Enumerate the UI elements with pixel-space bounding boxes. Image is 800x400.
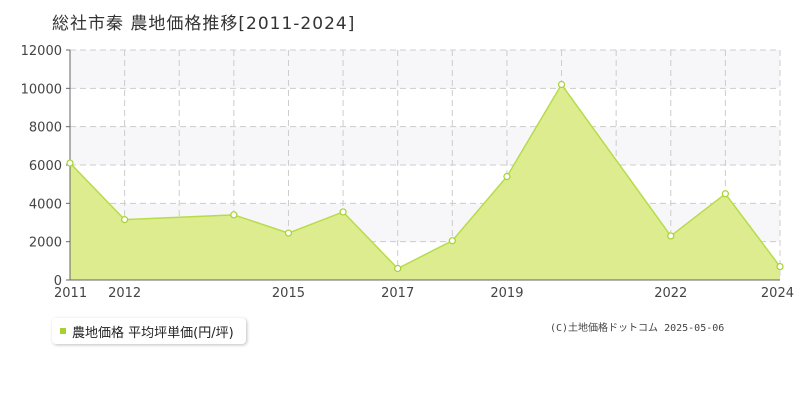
data-point: [721, 190, 729, 198]
data-point: [284, 229, 293, 237]
data-point: [230, 211, 238, 219]
data-point: [667, 232, 675, 240]
chart-title: 総社市秦 農地価格推移[2011-2024]: [52, 14, 356, 34]
x-tick-label: 2011: [54, 286, 87, 301]
y-tick-label: 8000: [29, 121, 62, 136]
legend-label: 農地価格 平均坪単価(円/坪): [72, 325, 234, 341]
series-line: [69, 83, 781, 270]
legend: 農地価格 平均坪単価(円/坪): [52, 318, 246, 344]
x-tick-label: 2012: [108, 286, 141, 301]
grid-band: [70, 50, 780, 89]
y-tick-label: 2000: [29, 236, 62, 251]
data-point: [448, 237, 456, 245]
price-area-chart: 0 2000 4000 6000 8000 10000 12000 2011 2012 2015 2…: [21, 44, 794, 301]
data-point: [339, 208, 347, 216]
legend-swatch: [60, 328, 66, 334]
x-tick-label: 2015: [272, 286, 305, 301]
data-markers: [66, 80, 784, 273]
x-tick-label: 2017: [381, 286, 414, 301]
y-tick-label: 4000: [29, 197, 62, 212]
data-point: [776, 262, 784, 271]
data-point: [557, 80, 566, 89]
y-tick-label: 12000: [21, 44, 62, 59]
copyright-text: (C)土地価格ドットコム 2025-05-06: [550, 323, 725, 334]
x-tick-label: 2024: [761, 286, 794, 301]
area-fill: [70, 84, 780, 280]
grid-band: [70, 126, 780, 165]
y-tick-label: 6000: [29, 159, 62, 174]
area-series: [69, 83, 781, 280]
tick-labels: 0 2000 4000 6000 8000 10000 12000 2011 2012 2015 2…: [21, 44, 794, 301]
y-tick-label: 0: [54, 274, 62, 289]
data-point: [394, 264, 402, 273]
x-tick-label: 2022: [654, 286, 687, 301]
y-tick-label: 10000: [21, 82, 62, 97]
data-point: [121, 216, 129, 224]
data-point: [503, 172, 511, 181]
background-bands: [70, 50, 780, 242]
x-tick-label: 2019: [490, 286, 523, 301]
data-point: [66, 159, 74, 167]
